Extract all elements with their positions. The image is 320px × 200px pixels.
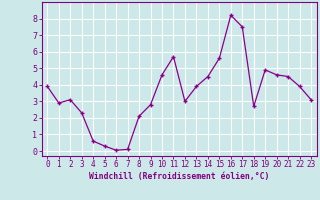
X-axis label: Windchill (Refroidissement éolien,°C): Windchill (Refroidissement éolien,°C) <box>89 172 269 181</box>
